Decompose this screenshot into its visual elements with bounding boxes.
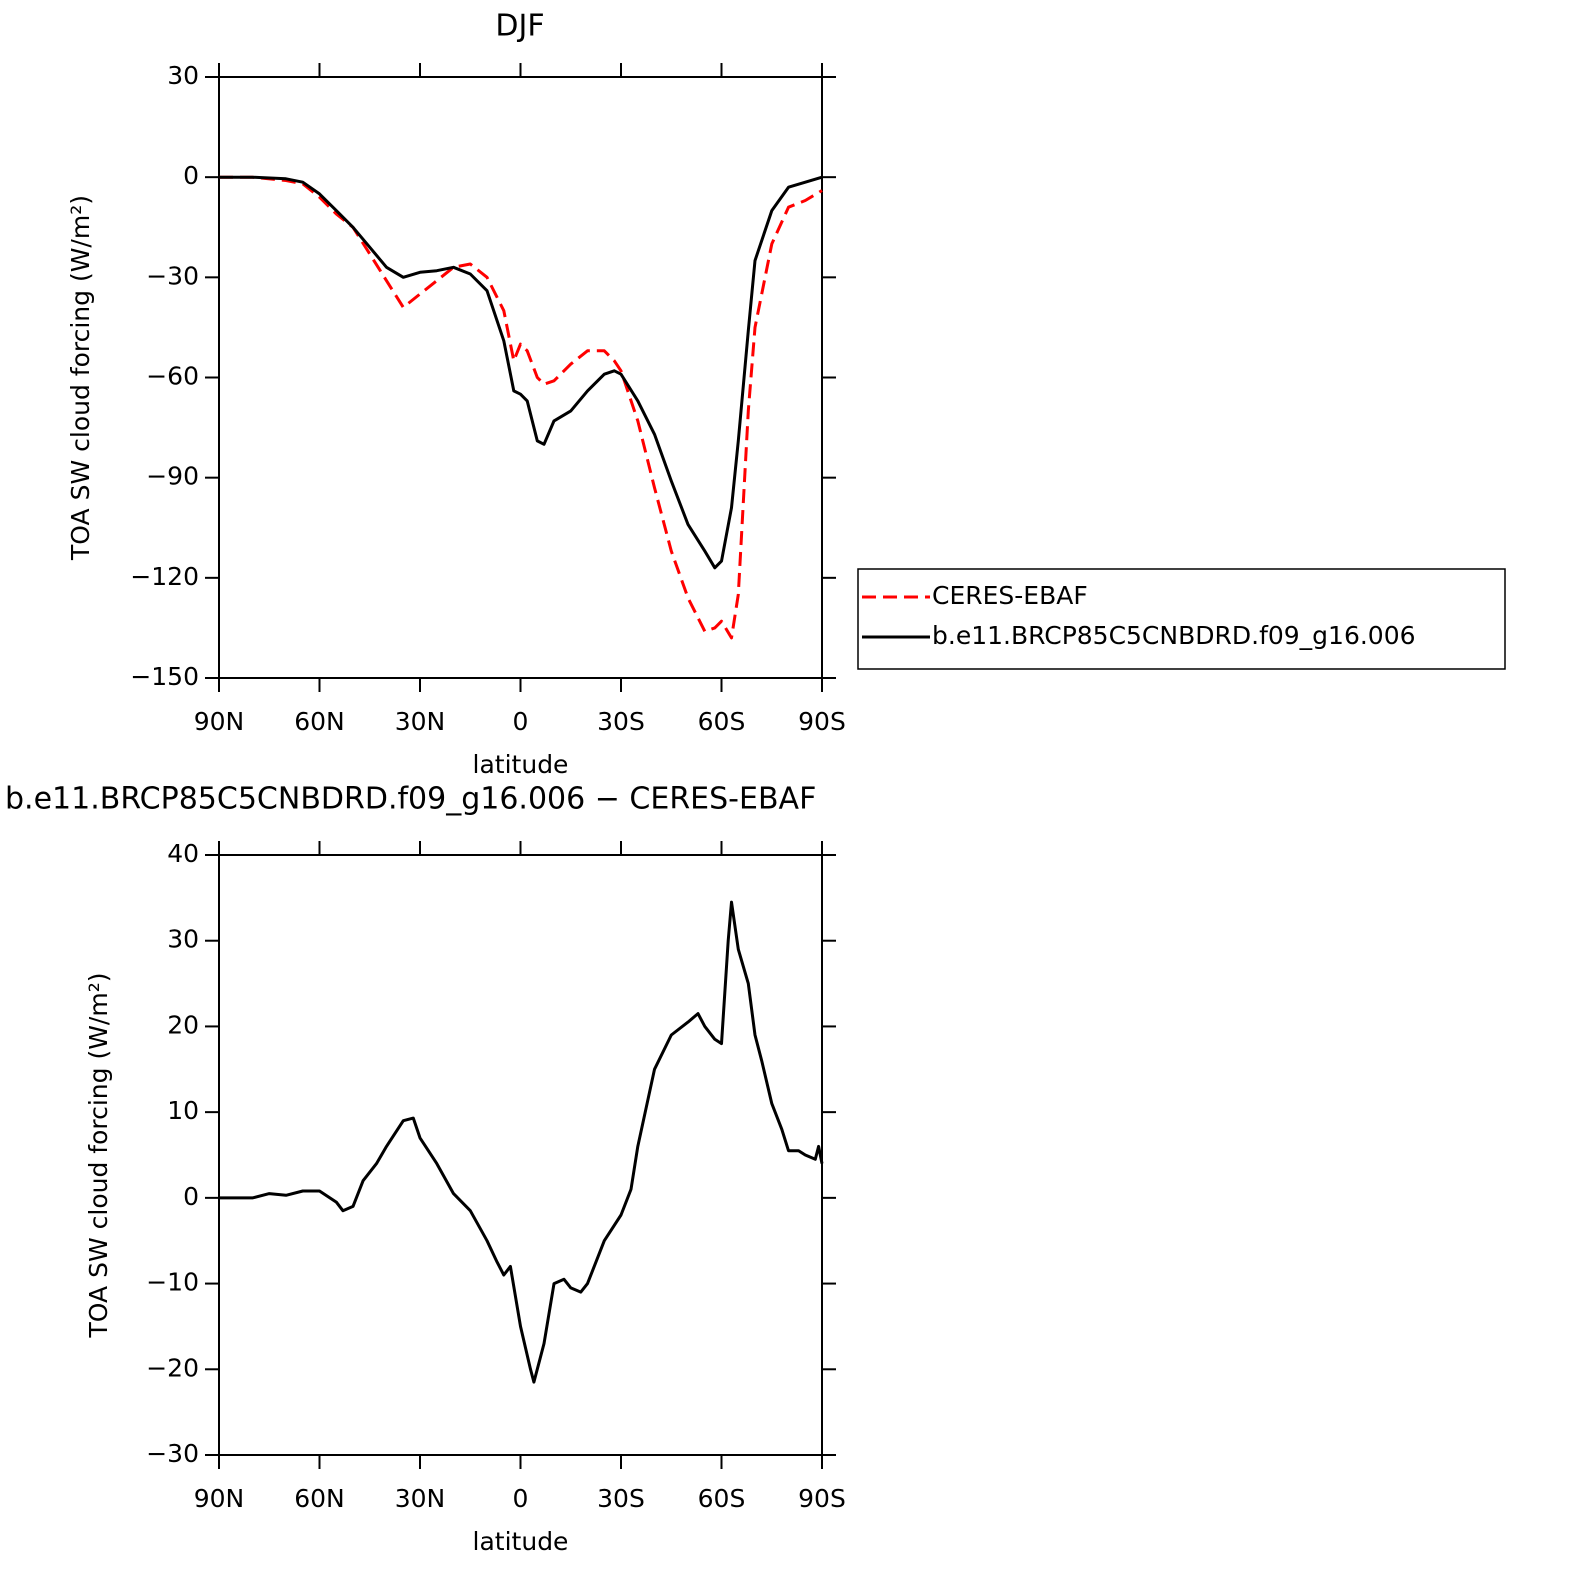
y-tick-label: −20 (146, 1353, 199, 1382)
y-tick-label: 0 (183, 161, 199, 190)
y-tick-label: −90 (146, 462, 199, 491)
x-tick-label: 30N (395, 707, 446, 736)
x-axis-label: latitude (473, 750, 569, 779)
x-tick-label: 60N (294, 707, 345, 736)
y-tick-label: −30 (146, 1439, 199, 1468)
y-tick-label: 30 (167, 61, 199, 90)
legend: CERES-EBAF b.e11.BRCP85C5CNBDRD.f09_g16.0… (857, 568, 1506, 670)
x-tick-label: 60N (294, 1484, 345, 1513)
y-axis-label: TOA SW cloud forcing (W/m²) (84, 973, 113, 1339)
legend-label: CERES-EBAF (932, 581, 1088, 610)
data-line (219, 175, 823, 640)
x-tick-label: 0 (513, 707, 529, 736)
x-axis-label: latitude (473, 1527, 569, 1556)
y-tick-label: −10 (146, 1268, 199, 1297)
x-tick-label: 30S (597, 707, 645, 736)
legend-box (857, 568, 1506, 670)
y-tick-label: 30 (167, 925, 199, 954)
y-tick-label: −150 (130, 662, 199, 691)
y-tick-label: 0 (183, 1182, 199, 1211)
plot-frame (218, 854, 823, 1456)
x-tick-label: 90S (798, 1484, 846, 1513)
x-tick-label: 60S (698, 1484, 746, 1513)
x-tick-label: 90S (798, 707, 846, 736)
y-tick-label: 40 (167, 839, 199, 868)
data-line (219, 900, 824, 1384)
x-tick-label: 60S (698, 707, 746, 736)
x-tick-label: 30S (597, 1484, 645, 1513)
x-tick-label: 0 (513, 1484, 529, 1513)
y-tick-label: 10 (167, 1096, 199, 1125)
y-axis-label: TOA SW cloud forcing (W/m²) (66, 195, 95, 561)
chart-title: b.e11.BRCP85C5CNBDRD.f09_g16.006 − CERES… (5, 782, 816, 817)
x-tick-label: 30N (395, 1484, 446, 1513)
y-tick-label: 20 (167, 1010, 199, 1039)
y-tick-label: −30 (146, 261, 199, 290)
legend-label: b.e11.BRCP85C5CNBDRD.f09_g16.006 (932, 621, 1416, 650)
x-tick-label: 90N (194, 1484, 245, 1513)
y-tick-label: −120 (130, 562, 199, 591)
data-line (219, 175, 823, 570)
plot-frame (218, 76, 823, 679)
x-tick-label: 90N (194, 707, 245, 736)
y-tick-label: −60 (146, 362, 199, 391)
chart-title: DJF (495, 9, 544, 44)
